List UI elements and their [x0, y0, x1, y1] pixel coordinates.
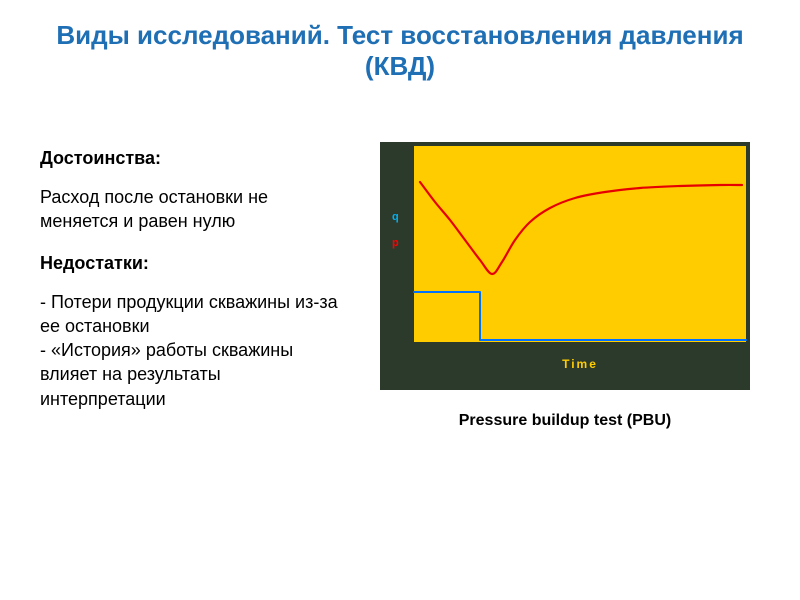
disadvantages-heading: Недостатки:	[40, 251, 350, 275]
svg-text:q: q	[392, 211, 399, 223]
chart-frame: q p Time	[380, 142, 750, 390]
svg-text:p: p	[392, 237, 399, 249]
advantages-heading: Достоинства:	[40, 146, 350, 170]
text-column: Достоинства: Расход после остановки не м…	[40, 142, 350, 411]
chart-column: q p Time Pressure buildup test (PBU)	[370, 142, 760, 430]
content-row: Достоинства: Расход после остановки не м…	[40, 142, 760, 430]
advantages-text: Расход после остановки не меняется и рав…	[40, 185, 350, 234]
pressure-chart: q p Time	[380, 142, 750, 390]
disadvantages-text: - Потери продукции скважины из-за ее ост…	[40, 290, 350, 411]
chart-caption: Pressure buildup test (PBU)	[459, 412, 671, 430]
slide-title: Виды исследований. Тест восстановления д…	[40, 20, 760, 82]
svg-text:Time: Time	[562, 357, 598, 371]
